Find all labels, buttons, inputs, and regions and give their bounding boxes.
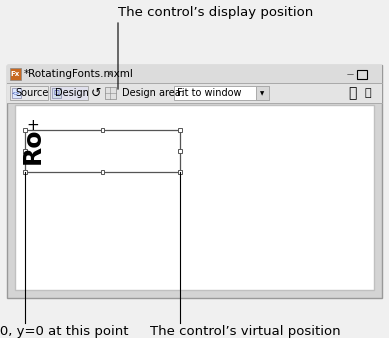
Text: ⊡: ⊡ bbox=[53, 90, 59, 96]
Text: ⮕: ⮕ bbox=[348, 86, 356, 100]
Bar bbox=[23, 149, 27, 153]
Text: *RotatingFonts.mxml: *RotatingFonts.mxml bbox=[24, 69, 134, 79]
Text: Fit to window: Fit to window bbox=[177, 88, 242, 98]
Bar bbox=[10, 68, 21, 80]
Bar bbox=[256, 86, 269, 100]
Bar bbox=[7, 65, 382, 298]
Bar bbox=[178, 128, 182, 132]
Bar bbox=[50, 86, 88, 100]
Bar bbox=[23, 170, 27, 174]
Text: ▼: ▼ bbox=[260, 92, 264, 97]
Bar bbox=[101, 170, 104, 174]
Bar bbox=[25, 130, 180, 172]
Bar bbox=[7, 83, 382, 103]
Text: Ro: Ro bbox=[21, 127, 45, 164]
Bar bbox=[7, 65, 382, 83]
Text: Design: Design bbox=[55, 88, 89, 98]
Bar bbox=[174, 86, 269, 100]
Bar bbox=[178, 149, 182, 153]
Text: ↺: ↺ bbox=[91, 87, 101, 99]
Bar bbox=[52, 88, 61, 98]
Bar bbox=[15, 105, 374, 290]
Bar bbox=[101, 128, 104, 132]
Text: Design area:: Design area: bbox=[122, 88, 184, 98]
Text: The control’s virtual position: The control’s virtual position bbox=[150, 325, 340, 338]
Text: Source: Source bbox=[15, 88, 49, 98]
Bar bbox=[105, 87, 116, 99]
Bar bbox=[357, 70, 367, 79]
Text: +: + bbox=[26, 118, 39, 132]
Text: ⤩: ⤩ bbox=[364, 88, 371, 98]
Text: <>: <> bbox=[12, 91, 20, 96]
Bar bbox=[10, 86, 48, 100]
Text: Fx: Fx bbox=[11, 71, 20, 77]
Bar bbox=[23, 128, 27, 132]
Text: x=0, y=0 at this point: x=0, y=0 at this point bbox=[0, 325, 129, 338]
Bar bbox=[12, 88, 21, 98]
Text: ×: × bbox=[106, 69, 114, 79]
Text: The control’s display position: The control’s display position bbox=[118, 6, 313, 19]
Bar bbox=[178, 170, 182, 174]
Text: —: — bbox=[347, 71, 354, 77]
